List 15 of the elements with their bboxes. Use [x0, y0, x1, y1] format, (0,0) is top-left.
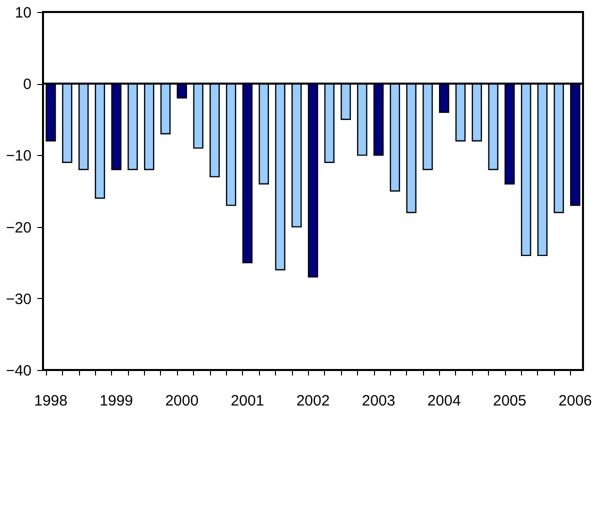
x-tick-label: 2005 — [492, 392, 526, 410]
x-tick-label: 1998 — [34, 392, 68, 410]
x-tick-label: 2006 — [558, 392, 592, 410]
x-tick-label: 1999 — [100, 392, 134, 410]
x-tick-label: 2000 — [165, 392, 199, 410]
y-tick-label: −10 — [6, 148, 32, 165]
y-tick-label: −20 — [6, 219, 32, 236]
x-tick-label: 2004 — [427, 392, 461, 410]
x-tick-label: 2001 — [230, 392, 264, 410]
y-tick-label: 10 — [14, 4, 32, 22]
y-tick-label: −30 — [6, 290, 32, 308]
x-tick-label: 2002 — [296, 392, 330, 410]
y-tick-label: 0 — [23, 76, 32, 94]
x-tick-label: 2003 — [362, 392, 396, 410]
y-tick-label: −40 — [6, 362, 32, 380]
